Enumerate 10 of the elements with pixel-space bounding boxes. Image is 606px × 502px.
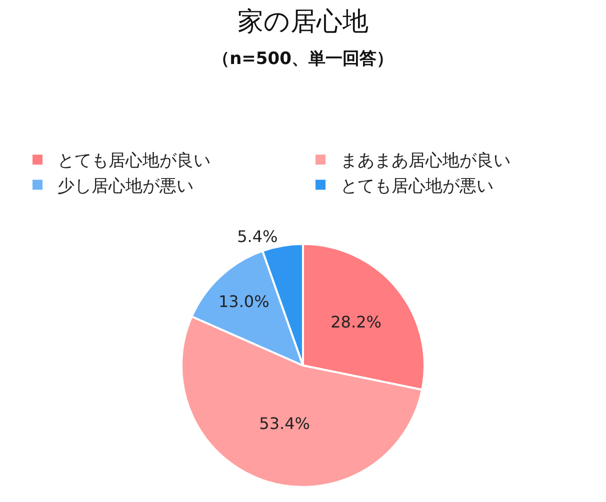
- data-label: 13.0%: [218, 292, 270, 312]
- legend-label: まあまあ居心地が良い: [340, 151, 510, 172]
- data-label: 28.2%: [330, 312, 382, 332]
- legend-label: とても居心地が悪い: [340, 176, 494, 196]
- chart-title: 家の居心地: [238, 7, 368, 38]
- data-label: 5.4%: [237, 226, 278, 246]
- data-label: 53.4%: [259, 414, 310, 433]
- chart-subtitle: （n=500、単一回答）: [212, 48, 394, 69]
- legend-label: 少し居心地が悪い: [58, 176, 194, 196]
- legend-label: とても居心地が良い: [58, 151, 210, 172]
